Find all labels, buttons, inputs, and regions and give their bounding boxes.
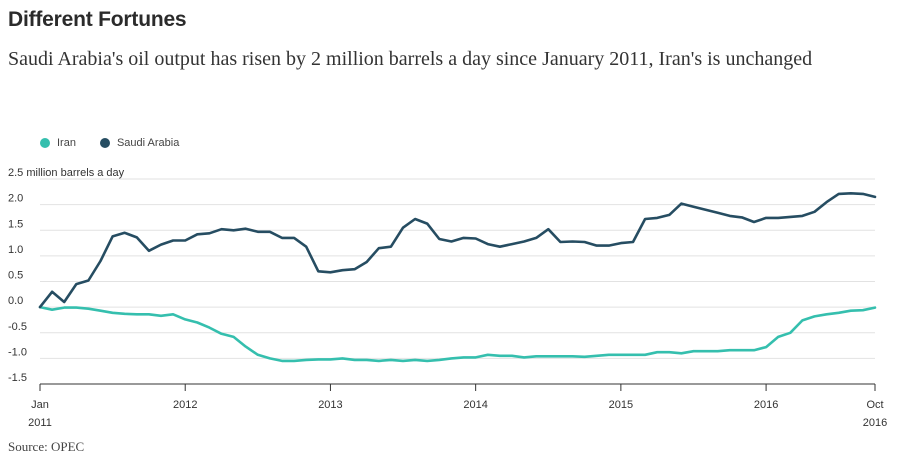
y-tick-label: 2.0 bbox=[8, 193, 23, 205]
y-tick-label: 0.5 bbox=[8, 270, 23, 282]
y-tick-label: 1.0 bbox=[8, 244, 23, 256]
chart-subtitle: Saudi Arabia's oil output has risen by 2… bbox=[8, 48, 813, 70]
x-tick-label-year: 2011 bbox=[28, 417, 52, 429]
legend-swatch-saudi-arabia bbox=[99, 138, 110, 148]
source-note: Source: OPEC bbox=[8, 439, 85, 454]
x-tick-label: 2014 bbox=[463, 399, 487, 411]
y-tick-label: 0.0 bbox=[8, 295, 23, 307]
legend-swatch-iran bbox=[40, 138, 50, 148]
x-tick-label: 2016 bbox=[754, 399, 778, 411]
x-tick-label: 2012 bbox=[173, 399, 197, 411]
x-tick-label: Oct bbox=[866, 399, 883, 411]
legend-label-iran: Iran bbox=[57, 137, 76, 149]
series-line-iran bbox=[38, 305, 877, 363]
x-tick-label: 2015 bbox=[609, 399, 633, 411]
y-tick-label: -1.5 bbox=[8, 372, 27, 384]
legend-label-saudi-arabia: Saudi Arabia bbox=[116, 137, 180, 149]
legend-item-saudi-arabia: Saudi Arabia bbox=[99, 137, 180, 149]
series-line-saudi-arabia bbox=[38, 192, 877, 309]
x-tick-label: Jan bbox=[31, 399, 49, 411]
legend-item-iran: Iran bbox=[40, 137, 76, 149]
y-tick-label: -1.0 bbox=[8, 346, 27, 358]
chart-title: Different Fortunes bbox=[8, 8, 187, 31]
x-tick-label: 2013 bbox=[318, 399, 342, 411]
legend: Iran Saudi Arabia bbox=[40, 137, 179, 149]
y-tick-label: 2.5 million barrels a day bbox=[8, 167, 125, 179]
y-tick-label: -0.5 bbox=[8, 321, 27, 333]
x-tick-label-year: 2016 bbox=[863, 417, 887, 429]
y-tick-label: 1.5 bbox=[8, 218, 23, 230]
